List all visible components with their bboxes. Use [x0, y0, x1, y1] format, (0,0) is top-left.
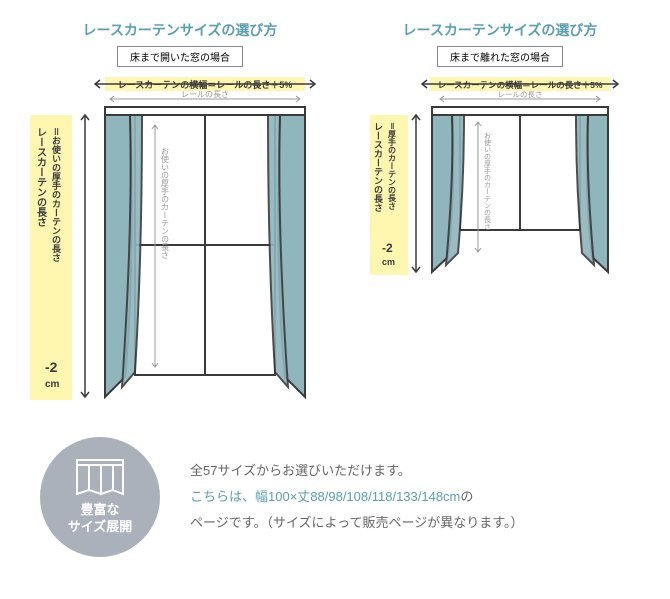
- description-text: 全57サイズからお選びいただけます。 こちらは、幅100×丈88/98/108/…: [190, 458, 523, 536]
- diagram-1-subtitle: 床まで開いた窓の場合: [117, 46, 243, 67]
- size-badge: 豊富な サイズ展開: [40, 437, 160, 557]
- diagram-2-svg: レースカーテンの横幅＝レールの長さ＋5% レールの長さ レースカーテンの長さ ＝…: [370, 77, 630, 297]
- diagram-away-window: レースカーテンサイズの選び方 床まで離れた窓の場合 レースカーテンの横幅＝レール…: [360, 20, 640, 407]
- diagram-1-title: レースカーテンサイズの選び方: [30, 20, 330, 40]
- thick-label-2: お使いの厚手のカーテンの長さ: [484, 132, 492, 231]
- height-unit-2: cm: [382, 257, 395, 267]
- width-label-1: レースカーテンの横幅＝レールの長さ＋5%: [118, 79, 293, 90]
- diagram-2-title: レースカーテンサイズの選び方: [360, 20, 640, 40]
- height-sub-2: ＝厚手のカーテンの長さ: [387, 122, 397, 210]
- height-offset-2: -2: [382, 241, 393, 255]
- thick-label-1: お使いの厚手のカーテンの長さ: [161, 147, 170, 259]
- desc-highlight: こちらは、幅100×丈88/98/108/118/133/148cm: [190, 489, 460, 504]
- desc-line1: 全57サイズからお選びいただけます。: [190, 458, 523, 484]
- badge-line1: 豊富な: [80, 502, 119, 517]
- desc-line2-rest: の: [460, 489, 473, 504]
- width-label-2: レースカーテンの横幅＝レールの長さ＋5%: [438, 80, 603, 90]
- height-main-2: レースカーテンの長さ: [373, 122, 384, 212]
- curtain-icon: [75, 458, 125, 496]
- height-sub-1: ＝お使いの厚手のカーテンの長さ: [51, 127, 62, 262]
- badge-line2: サイズ展開: [68, 519, 133, 534]
- diagrams-row: レースカーテンサイズの選び方 床まで開いた窓の場合 レースカーテンの横幅＝レール…: [30, 20, 640, 407]
- height-offset-1: -2: [45, 359, 58, 375]
- rail-label-1: レールの長さ: [181, 90, 229, 99]
- bottom-row: 豊富な サイズ展開 全57サイズからお選びいただけます。 こちらは、幅100×丈…: [30, 437, 640, 557]
- diagram-2-subtitle: 床まで離れた窓の場合: [437, 46, 563, 67]
- rail-label-2: レールの長さ: [498, 90, 543, 99]
- diagram-floor-window: レースカーテンサイズの選び方 床まで開いた窓の場合 レースカーテンの横幅＝レール…: [30, 20, 330, 407]
- height-unit-1: cm: [45, 379, 60, 390]
- desc-line3: ページです。（サイズによって販売ページが異なります。）: [190, 510, 523, 536]
- diagram-1-svg: レースカーテンの横幅＝レールの長さ＋5% レールの長さ レースカーテ: [30, 77, 330, 407]
- badge-text: 豊富な サイズ展開: [68, 502, 133, 536]
- height-main-1: レースカーテンの長さ: [35, 127, 47, 227]
- desc-line2: こちらは、幅100×丈88/98/108/118/133/148cmの: [190, 484, 523, 510]
